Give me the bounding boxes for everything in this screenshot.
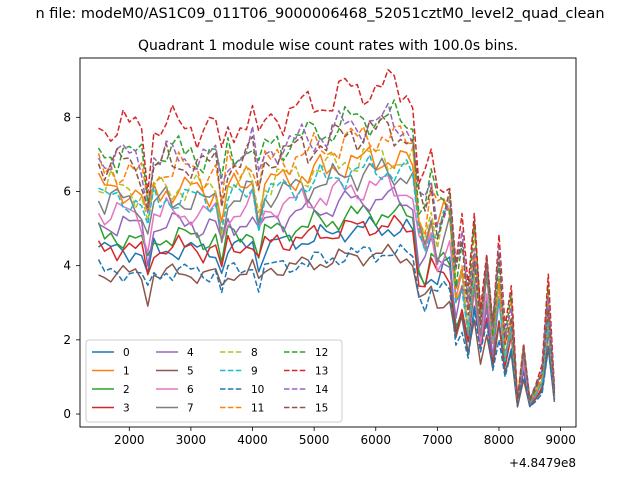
legend-label-0: 0 bbox=[123, 347, 130, 359]
x-offset-text: +4.8479e8 bbox=[509, 456, 576, 470]
legend-label-8: 8 bbox=[251, 347, 258, 359]
chart-title: Quadrant 1 module wise count rates with … bbox=[138, 38, 518, 54]
legend-label-9: 9 bbox=[251, 366, 258, 378]
legend-label-6: 6 bbox=[187, 384, 194, 396]
legend-label-13: 13 bbox=[315, 366, 328, 378]
y-tick-label: 6 bbox=[63, 185, 71, 199]
plot-area bbox=[97, 68, 556, 408]
x-tick-label: 4000 bbox=[237, 433, 268, 447]
series-line-11 bbox=[97, 125, 556, 403]
y-tick-label: 4 bbox=[63, 259, 71, 273]
x-tick-label: 9000 bbox=[545, 433, 576, 447]
legend-label-11: 11 bbox=[251, 403, 264, 415]
legend-label-4: 4 bbox=[187, 347, 194, 359]
y-tick-label: 2 bbox=[63, 333, 71, 347]
legend-label-7: 7 bbox=[187, 403, 194, 415]
x-tick-label: 7000 bbox=[422, 433, 453, 447]
legend-label-5: 5 bbox=[187, 366, 194, 378]
series-line-5 bbox=[98, 243, 556, 408]
axes-frame bbox=[79, 57, 577, 428]
suptitle: n file: modeM0/AS1C09_011T06_9000006468_… bbox=[35, 6, 604, 22]
legend-label-12: 12 bbox=[315, 347, 328, 359]
x-tick-label: 8000 bbox=[484, 433, 515, 447]
axes-ticks: 2000 3000 4000 5000 6000 7000 8000 9000 0 2 4 6 8 bbox=[63, 110, 576, 447]
series-line-10 bbox=[97, 243, 556, 408]
series-line-15 bbox=[97, 114, 556, 403]
legend-box bbox=[85, 339, 343, 423]
legend-label-15: 15 bbox=[315, 403, 328, 415]
x-tick-label: 6000 bbox=[360, 433, 391, 447]
legend-label-2: 2 bbox=[123, 384, 130, 396]
series-line-13 bbox=[98, 68, 556, 401]
series-line-7 bbox=[97, 157, 556, 405]
legend-label-14: 14 bbox=[315, 384, 329, 396]
series-line-6 bbox=[97, 174, 556, 405]
legend-label-3: 3 bbox=[123, 403, 130, 415]
x-tick-label: 3000 bbox=[176, 433, 207, 447]
x-tick-label: 5000 bbox=[299, 433, 330, 447]
y-tick-label: 8 bbox=[63, 110, 71, 124]
x-tick-label: 2000 bbox=[114, 433, 145, 447]
series-line-14 bbox=[97, 102, 556, 403]
legend-label-10: 10 bbox=[251, 384, 264, 396]
y-tick-label: 0 bbox=[63, 407, 71, 421]
legend-label-1: 1 bbox=[123, 366, 130, 378]
series-line-8 bbox=[98, 146, 556, 403]
